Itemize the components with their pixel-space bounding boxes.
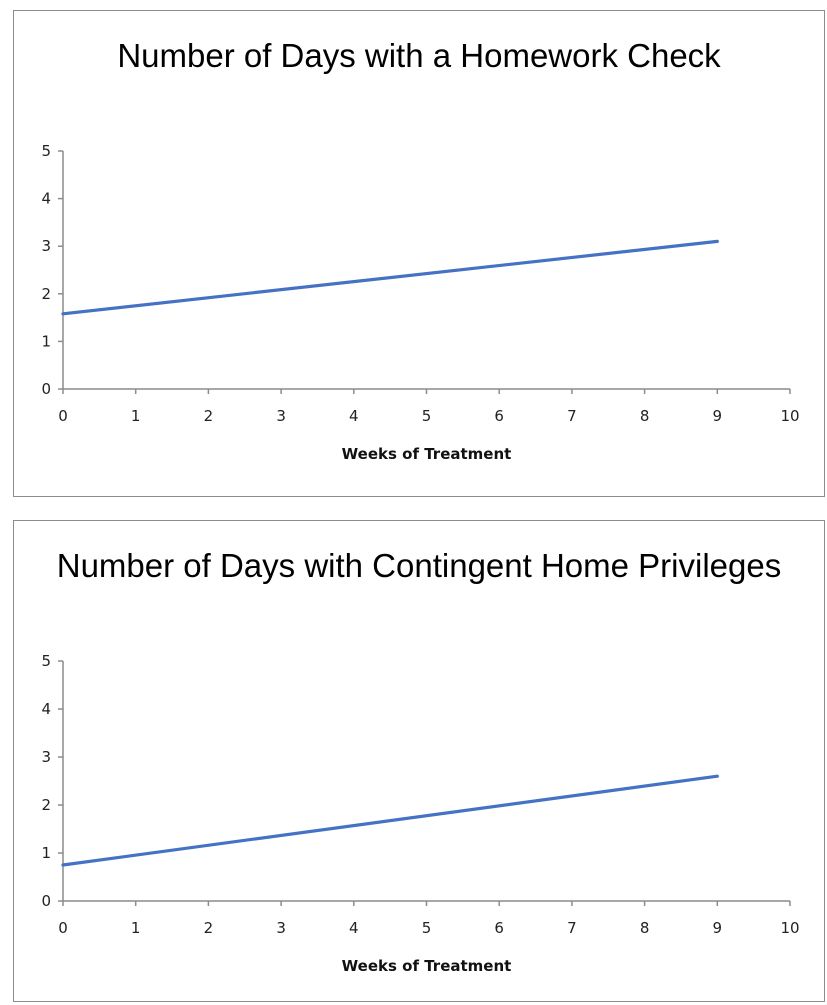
- x-tick-label: 10: [780, 919, 799, 937]
- y-tick-label: 4: [41, 190, 51, 208]
- x-tick-label: 8: [640, 407, 650, 425]
- x-tick-label: 2: [204, 919, 214, 937]
- y-tick-label: 1: [41, 844, 51, 862]
- x-axis-label: Weeks of Treatment: [342, 957, 512, 975]
- x-tick-label: 9: [713, 919, 723, 937]
- chart-plot-area: 0 1 2 3 4 5 0 1 2 3 4 5 6 7 8 9 10 Weeks of Treatment: [41, 142, 799, 463]
- x-tick-label: 0: [58, 919, 68, 937]
- x-tick-label: 5: [422, 407, 432, 425]
- x-tick-label: 5: [422, 919, 432, 937]
- x-tick-label: 4: [349, 407, 359, 425]
- y-tick-label: 2: [41, 796, 51, 814]
- y-tick-label: 0: [41, 380, 51, 398]
- chart-title: Number of Days with a Homework Check: [117, 37, 721, 74]
- y-tick-label: 5: [41, 142, 51, 160]
- x-tick-label: 8: [640, 919, 650, 937]
- y-tick-label: 2: [41, 285, 51, 303]
- x-tick-label: 0: [58, 407, 68, 425]
- series-line: [61, 774, 719, 867]
- x-tick-label: 7: [567, 919, 577, 937]
- chart-homework-check: Number of Days with a Homework Check 0 1 2…: [13, 10, 825, 497]
- x-tick-label: 7: [567, 407, 577, 425]
- x-tick-label: 3: [276, 919, 286, 937]
- y-tick-label: 5: [41, 652, 51, 670]
- y-tick-label: 4: [41, 700, 51, 718]
- x-tick-label: 10: [780, 407, 799, 425]
- chart-contingent-home-privileges: Number of Days with Contingent Home Priv…: [13, 520, 825, 1002]
- x-tick-label: 2: [204, 407, 214, 425]
- x-tick-label: 6: [494, 407, 504, 425]
- x-axis-label: Weeks of Treatment: [342, 445, 512, 463]
- x-tick-label: 9: [713, 407, 723, 425]
- x-tick-label: 6: [494, 919, 504, 937]
- x-tick-label: 4: [349, 919, 359, 937]
- y-tick-label: 3: [41, 237, 51, 255]
- y-tick-label: 1: [41, 332, 51, 350]
- chart-title: Number of Days with Contingent Home Priv…: [56, 547, 782, 584]
- x-tick-label: 1: [131, 919, 141, 937]
- y-tick-label: 0: [41, 892, 51, 910]
- series-line: [61, 239, 719, 316]
- y-tick-label: 3: [41, 748, 51, 766]
- x-tick-label: 1: [131, 407, 141, 425]
- x-tick-label: 3: [276, 407, 286, 425]
- chart-plot-area: 0 1 2 3 4 5 0 1 2 3 4 5 6 7 8 9 10 Weeks of Treatment: [41, 652, 799, 975]
